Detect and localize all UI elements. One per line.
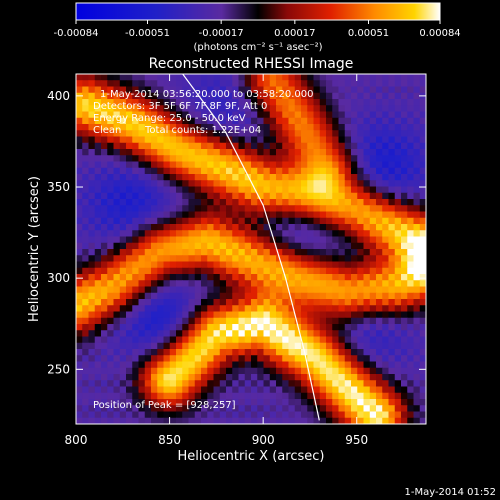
- plot-frame: [75, 73, 427, 425]
- colorbar-tick-label: 0.00017: [274, 28, 315, 39]
- colorbar: -0.00084 -0.00051 -0.00017 0.00017 0.00051 0.…: [54, 2, 461, 53]
- y-tick-label: 400: [47, 89, 70, 103]
- annotations: 1-May-2014 03:56:20.000 to 03:58:20.000 …: [93, 89, 313, 411]
- x-axis-label: Heliocentric X (arcsec): [178, 449, 325, 464]
- colorbar-tick-label: 0.00084: [419, 28, 460, 39]
- y-axis-label: Heliocentric Y (arcsec): [27, 176, 42, 322]
- heatmap-cells: [76, 74, 426, 424]
- colorbar-ticks: -0.00084 -0.00051 -0.00017 0.00017 0.00051 0.…: [54, 20, 461, 39]
- colorbar-gradient: [75, 2, 441, 21]
- colorbar-unit-label: (photons cm⁻² s⁻¹ asec⁻²): [193, 42, 322, 53]
- colorbar-tick-label: -0.00084: [54, 28, 99, 39]
- annotation-energy-range: Energy Range: 25.0 - 50.0 keV: [93, 113, 246, 124]
- y-tick-label: 300: [47, 271, 70, 285]
- x-tick-label: 850: [158, 433, 181, 447]
- solar-limb-curve: [182, 74, 320, 421]
- heatmap-area: [76, 74, 426, 424]
- annotation-algorithm: Clean: [93, 125, 121, 136]
- colorbar-tick-label: -0.00017: [199, 28, 244, 39]
- x-tick-label: 800: [65, 433, 88, 447]
- x-tick-label: 950: [345, 433, 368, 447]
- x-tick-label: 900: [252, 433, 275, 447]
- y-tick-label: 350: [47, 180, 70, 194]
- colorbar-tick-label: 0.00051: [348, 28, 389, 39]
- footer-timestamp: 1-May-2014 01:52: [404, 487, 496, 498]
- axes: 800 850 900 950 250 300 350 400: [47, 74, 426, 447]
- chart-title: Reconstructed RHESSI Image: [149, 56, 354, 72]
- annotation-time-range: 1-May-2014 03:56:20.000 to 03:58:20.000: [100, 89, 313, 100]
- annotation-total-counts: Total counts: 1.22E+04: [144, 125, 261, 136]
- annotation-peak-position: Position of Peak = [928,257]: [93, 400, 236, 411]
- colorbar-tick-label: -0.00051: [125, 28, 170, 39]
- annotation-detectors: Detectors: 3F 5F 6F 7F 8F 9F, Att 0: [93, 101, 267, 112]
- y-tick-label: 250: [47, 362, 70, 376]
